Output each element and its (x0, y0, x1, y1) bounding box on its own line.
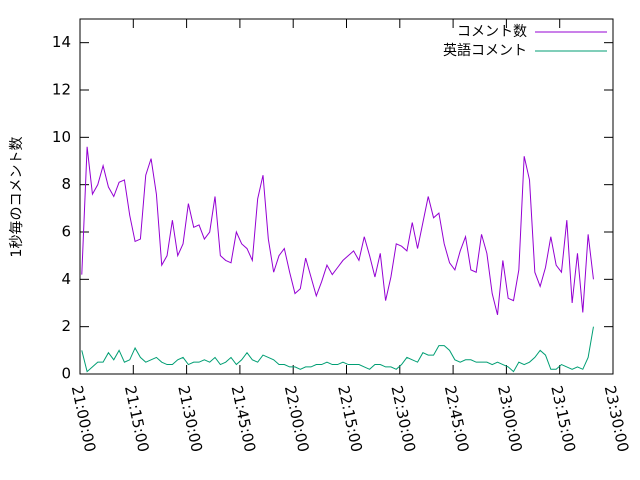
y-tick-label: 14 (52, 33, 71, 51)
x-tick-label: 22:30:00 (387, 384, 419, 454)
y-tick-label: 10 (52, 128, 71, 146)
y-tick-label: 12 (52, 81, 71, 99)
x-tick-label: 22:15:00 (334, 384, 366, 454)
x-tick-label: 21:45:00 (228, 384, 260, 454)
x-tick-label: 23:15:00 (547, 384, 579, 454)
y-tick-label: 4 (61, 270, 71, 288)
plot-border (79, 18, 614, 375)
y-tick-label: 6 (61, 223, 71, 241)
x-tick-label: 21:15:00 (121, 384, 153, 454)
y-tick-label: 0 (61, 365, 71, 383)
x-tick-label: 21:30:00 (174, 384, 206, 454)
legend-label: 英語コメント (443, 42, 527, 59)
legend-label: コメント数 (457, 24, 527, 40)
x-tick-label: 22:45:00 (441, 384, 473, 454)
series-line (81, 326, 594, 373)
x-tick-label: 21:00:00 (68, 384, 100, 454)
x-tick-label: 23:00:00 (494, 384, 526, 454)
y-axis-label: 1秒毎のコメント数 (9, 137, 25, 258)
x-tick-label: 23:30:00 (601, 384, 633, 454)
x-tick-label: 22:00:00 (281, 384, 313, 454)
y-tick-label: 2 (61, 317, 71, 335)
y-tick-label: 8 (61, 175, 71, 193)
series-line (81, 146, 594, 315)
